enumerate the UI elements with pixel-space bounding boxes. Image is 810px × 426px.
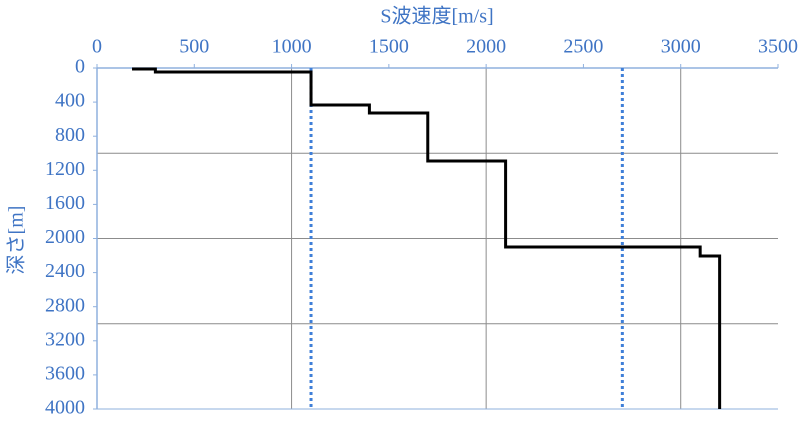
x-tick-label: 1500 xyxy=(369,36,409,58)
y-tick-label: 3600 xyxy=(45,362,85,384)
y-tick-label: 3200 xyxy=(45,328,85,350)
y-axis-label: 深さ[m] xyxy=(5,206,28,275)
x-tick-label: 2500 xyxy=(563,36,603,58)
data-line xyxy=(132,67,722,409)
y-tick-label: 400 xyxy=(55,90,85,112)
y-tick-label: 1600 xyxy=(45,192,85,214)
y-tick-label: 2400 xyxy=(45,260,85,282)
y-tick-label: 1200 xyxy=(45,158,85,180)
x-tick-label: 3500 xyxy=(758,36,798,58)
y-tick-label: 2000 xyxy=(45,226,85,248)
x-tick-label: 500 xyxy=(179,36,209,58)
y-tick-label: 2800 xyxy=(45,294,85,316)
x-tick-label: 0 xyxy=(92,36,102,58)
y-tick-label: 800 xyxy=(55,124,85,146)
chart-title: S波速度[m/s] xyxy=(380,5,493,28)
x-tick-label: 3000 xyxy=(661,36,701,58)
x-tick-label: 2000 xyxy=(466,36,506,58)
x-tick-label: 1000 xyxy=(272,36,312,58)
y-tick-label: 0 xyxy=(75,56,85,78)
y-tick-label: 4000 xyxy=(45,397,85,419)
